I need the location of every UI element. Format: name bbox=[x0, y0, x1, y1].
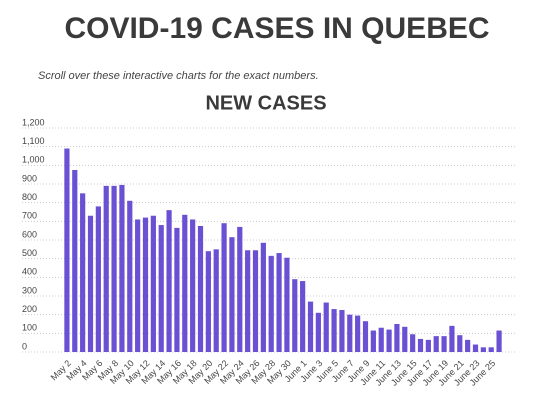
bar bbox=[150, 215, 156, 352]
bar bbox=[135, 219, 141, 352]
bar bbox=[378, 327, 384, 352]
bar bbox=[496, 330, 502, 352]
bar bbox=[127, 200, 133, 352]
bar bbox=[213, 249, 219, 352]
bar bbox=[166, 210, 172, 352]
bar bbox=[449, 325, 455, 352]
bar bbox=[441, 336, 447, 352]
bar bbox=[252, 250, 259, 352]
bar bbox=[87, 215, 94, 352]
bar bbox=[315, 312, 321, 352]
bar bbox=[323, 302, 329, 352]
y-tick-label: 900 bbox=[22, 173, 37, 183]
y-tick-label: 1,000 bbox=[22, 155, 45, 165]
subtitle: Scroll over these interactive charts for… bbox=[38, 70, 319, 82]
y-tick-label: 500 bbox=[22, 248, 37, 258]
bar bbox=[417, 338, 424, 352]
bar bbox=[142, 217, 149, 352]
bar bbox=[433, 336, 439, 352]
bar bbox=[331, 309, 337, 352]
bar bbox=[347, 314, 353, 352]
bar bbox=[221, 223, 227, 352]
bar bbox=[457, 335, 463, 352]
bar bbox=[111, 185, 117, 352]
y-tick-label: 400 bbox=[22, 267, 37, 277]
bar bbox=[394, 324, 400, 352]
bar bbox=[402, 326, 408, 352]
bar bbox=[260, 242, 266, 352]
y-tick-label: 800 bbox=[22, 192, 37, 202]
bar bbox=[386, 329, 392, 352]
y-tick-label: 100 bbox=[22, 323, 37, 333]
bar bbox=[300, 281, 306, 352]
bar bbox=[355, 315, 361, 352]
bar bbox=[410, 334, 416, 352]
y-tick-label: 600 bbox=[22, 229, 37, 239]
y-tick-label: 700 bbox=[22, 211, 37, 221]
bar bbox=[182, 214, 188, 352]
bar bbox=[245, 250, 251, 352]
bar bbox=[425, 339, 431, 352]
bar bbox=[488, 347, 494, 352]
bar bbox=[95, 206, 101, 352]
bar bbox=[72, 170, 78, 352]
bar bbox=[284, 257, 290, 352]
y-tick-label: 0 bbox=[22, 341, 27, 351]
bar bbox=[362, 321, 369, 352]
bar bbox=[64, 148, 70, 352]
bar bbox=[480, 347, 486, 352]
bar bbox=[472, 344, 479, 352]
bar bbox=[370, 330, 376, 352]
bar bbox=[292, 279, 298, 352]
bar bbox=[197, 226, 204, 352]
bar bbox=[339, 310, 345, 352]
bar bbox=[190, 219, 196, 352]
y-tick-label: 200 bbox=[22, 304, 37, 314]
bar bbox=[268, 255, 274, 352]
bar bbox=[80, 193, 86, 352]
bar bbox=[307, 301, 314, 352]
page-title: COVID-19 CASES IN QUEBEC bbox=[64, 12, 489, 45]
y-tick-label: 1,100 bbox=[22, 136, 45, 146]
bar bbox=[237, 226, 243, 352]
y-tick-label: 300 bbox=[22, 285, 37, 295]
bar bbox=[158, 225, 164, 352]
bar bbox=[229, 237, 235, 352]
bar bbox=[174, 227, 180, 352]
bar bbox=[276, 253, 282, 352]
bar bbox=[119, 184, 125, 352]
bar bbox=[103, 185, 109, 352]
bar bbox=[205, 251, 211, 352]
bar bbox=[465, 339, 471, 352]
y-tick-label: 1,200 bbox=[22, 117, 45, 127]
chart-title: NEW CASES bbox=[205, 92, 326, 114]
